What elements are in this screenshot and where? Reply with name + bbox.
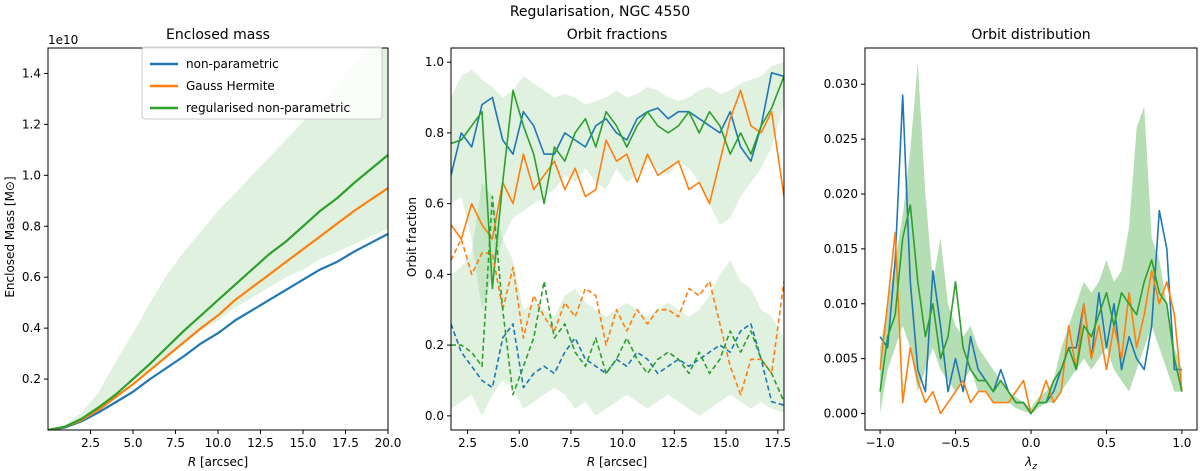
series-line-gauss-hermite-upper bbox=[451, 89, 784, 240]
y-tick-label: 0.005 bbox=[824, 352, 858, 366]
x-tick-label: 12.5 bbox=[661, 436, 688, 450]
series-line-regularised-upper bbox=[451, 76, 784, 290]
orbit-distribution-xlabel: λz bbox=[1024, 455, 1037, 471]
y-tick-label: 0.4 bbox=[425, 267, 444, 281]
enclosed-mass-series bbox=[48, 154, 388, 430]
x-tick-label: 15.0 bbox=[290, 436, 317, 450]
enclosed-mass-offset-text: 1e10 bbox=[48, 33, 78, 47]
x-tick-label: 5.0 bbox=[123, 436, 142, 450]
y-tick-label: 1.2 bbox=[22, 117, 41, 131]
x-tick-label: 10.0 bbox=[609, 436, 636, 450]
y-tick-label: 1.0 bbox=[425, 55, 444, 69]
series-line-non-parametric bbox=[48, 232, 388, 430]
orbit-fractions-panel: Orbit fractions Orbit fraction R [arcsec… bbox=[405, 27, 791, 469]
uncertainty-band bbox=[48, 48, 388, 430]
x-tick-label: −1.0 bbox=[866, 436, 895, 450]
orbit-distribution-axis-ticks: −1.0 −0.5 0.0 0.5 1.0 0.000 0.005 0.010 0.015 0.0… bbox=[824, 77, 1192, 450]
orbit-distribution-uncertainty-band bbox=[880, 62, 1182, 414]
legend-label-gauss-hermite: Gauss Hermite bbox=[186, 79, 275, 93]
series-line-gauss-hermite-lower bbox=[451, 238, 784, 396]
series-line-regularised-lower bbox=[451, 195, 784, 403]
enclosed-mass-panel: Enclosed mass 1e10 Enclosed Mass [M⊙] R … bbox=[3, 27, 401, 469]
orbit-fractions-axes-frame bbox=[450, 47, 785, 431]
y-tick-label: 0.0 bbox=[425, 409, 444, 423]
x-tick-label: −0.5 bbox=[941, 436, 970, 450]
y-tick-label: 0.2 bbox=[425, 338, 444, 352]
x-tick-label: 5.0 bbox=[510, 436, 529, 450]
y-tick-label: 0.000 bbox=[824, 407, 858, 421]
orbit-distribution-title: Orbit distribution bbox=[971, 27, 1090, 43]
x-tick-label: 1.0 bbox=[1172, 436, 1191, 450]
figure-suptitle: Regularisation, NGC 4550 bbox=[510, 4, 690, 20]
orbit-fractions-ylabel: Orbit fraction bbox=[405, 197, 419, 277]
orbit-distribution-panel: Orbit distribution λz −1.0 −0.5 0.0 0.5 1.0 0… bbox=[824, 27, 1198, 471]
y-tick-label: 0.4 bbox=[22, 321, 41, 335]
series-line-non-parametric-lower bbox=[451, 323, 784, 406]
enclosed-mass-ylabel: Enclosed Mass [M⊙] bbox=[3, 176, 17, 297]
y-tick-label: 0.025 bbox=[824, 132, 858, 146]
y-tick-label: 0.2 bbox=[22, 372, 41, 386]
enclosed-mass-legend: non-parametric Gauss Hermite regularised… bbox=[141, 46, 383, 120]
orbit-fractions-axis-ticks: 2.5 5.0 7.5 10.0 12.5 15.0 17.5 0.0 0.2 0.4 0.6 0.8… bbox=[425, 55, 791, 450]
orbit-distribution-series bbox=[879, 94, 1183, 415]
y-tick-label: 1.4 bbox=[22, 66, 41, 80]
enclosed-mass-title: Enclosed mass bbox=[166, 27, 270, 43]
legend-box bbox=[141, 46, 383, 120]
uncertainty-band bbox=[880, 62, 1182, 414]
y-tick-label: 0.020 bbox=[824, 187, 858, 201]
x-tick-label: 2.5 bbox=[458, 436, 477, 450]
enclosed-mass-axis-ticks: 2.5 5.0 7.5 10.0 12.5 15.0 17.5 20.0 0.2 0.4 0.6 0.… bbox=[22, 66, 401, 450]
x-tick-label: 20.0 bbox=[375, 436, 402, 450]
series-line-gauss-hermite bbox=[48, 187, 388, 430]
x-tick-label: 12.5 bbox=[247, 436, 274, 450]
y-tick-label: 0.6 bbox=[425, 197, 444, 211]
y-tick-label: 0.030 bbox=[824, 77, 858, 91]
y-tick-label: 0.8 bbox=[22, 219, 41, 233]
orbit-fractions-uncertainty-bands bbox=[451, 62, 784, 416]
x-tick-label: 7.5 bbox=[561, 436, 580, 450]
series-line-regularised-non-parametric bbox=[879, 204, 1183, 415]
x-tick-label: 17.5 bbox=[764, 436, 791, 450]
series-line-regularised-non-parametric bbox=[48, 154, 388, 430]
enclosed-mass-xlabel: R [arcsec] bbox=[188, 455, 248, 469]
legend-label-regularised: regularised non-parametric bbox=[186, 101, 350, 115]
x-tick-label: 15.0 bbox=[713, 436, 740, 450]
x-tick-label: 17.5 bbox=[332, 436, 359, 450]
y-tick-label: 0.6 bbox=[22, 270, 41, 284]
x-tick-label: 10.0 bbox=[205, 436, 232, 450]
x-tick-label: 0.0 bbox=[1021, 436, 1040, 450]
x-tick-label: 0.5 bbox=[1097, 436, 1116, 450]
y-tick-label: 0.010 bbox=[824, 297, 858, 311]
orbit-fractions-series bbox=[451, 72, 784, 406]
x-tick-label: 2.5 bbox=[81, 436, 100, 450]
enclosed-mass-uncertainty-band bbox=[48, 48, 388, 430]
orbit-fractions-title: Orbit fractions bbox=[567, 27, 668, 43]
orbit-distribution-axes-frame bbox=[864, 47, 1198, 431]
y-tick-label: 0.8 bbox=[425, 126, 444, 140]
x-tick-label: 7.5 bbox=[166, 436, 185, 450]
y-tick-label: 0.015 bbox=[824, 242, 858, 256]
orbit-fractions-xlabel: R [arcsec] bbox=[587, 455, 647, 469]
y-tick-label: 1.0 bbox=[22, 168, 41, 182]
upper-fraction-band bbox=[451, 62, 784, 310]
legend-label-non-parametric: non-parametric bbox=[186, 57, 279, 71]
